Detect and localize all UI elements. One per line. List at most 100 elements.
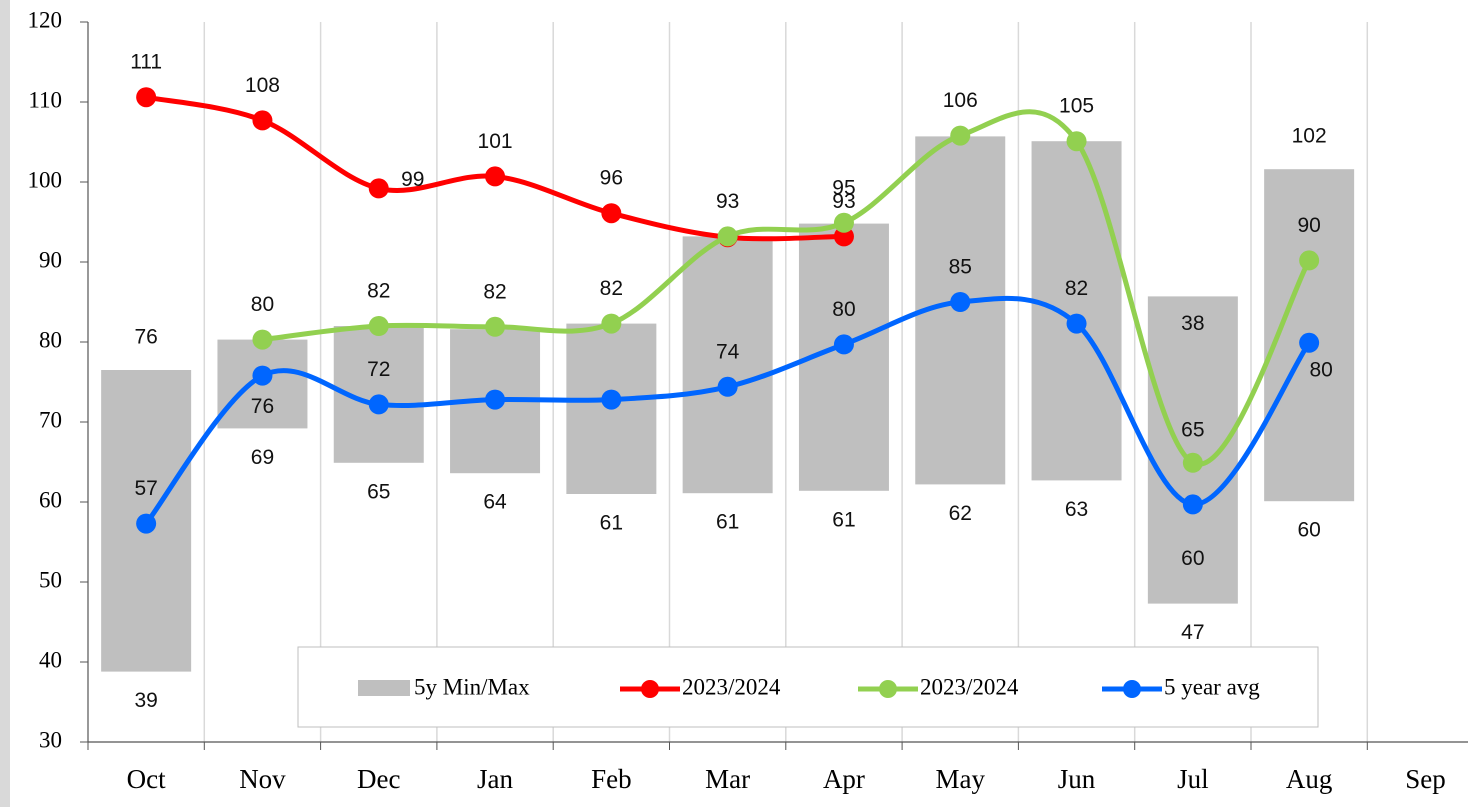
legend-marker [1123,680,1141,698]
data-label: 74 [716,340,740,363]
data-label: 82 [600,277,623,300]
data-label: 90 [1297,214,1320,237]
series-point [1299,250,1320,271]
legend-label: 5 year avg [1164,674,1260,699]
series-point [601,313,622,334]
x-tick-label: Jul [1177,764,1209,794]
x-tick-label: Jan [477,764,513,794]
series-point [1066,313,1087,334]
series-point [368,394,389,415]
y-tick-label: 100 [28,167,63,192]
range-low-label: 69 [251,446,274,469]
x-tick-label: Dec [357,764,400,794]
series-point [601,203,622,224]
series-point [950,125,971,146]
series-point [252,110,273,131]
data-label: 101 [478,130,513,153]
annotation: 38 [1181,312,1204,335]
legend-label: 5y Min/Max [414,674,530,699]
x-tick-label: May [936,764,986,794]
y-tick-label: 90 [39,247,62,272]
range-bar [682,236,773,494]
data-label: 108 [245,74,280,97]
legend-label: 2023/2024 [682,674,781,699]
range-low-label: 61 [832,508,855,531]
series-point [717,376,738,397]
data-label: 93 [832,190,855,213]
y-tick-label: 110 [28,87,62,112]
data-label: 80 [832,298,855,321]
x-tick-label: Nov [239,764,286,794]
data-label: 105 [1059,95,1094,118]
series-point [1182,494,1203,515]
series-point [1066,131,1087,152]
data-label: 60 [1181,547,1204,570]
legend-swatch [358,680,410,696]
series-point [368,316,389,336]
y-tick-label: 40 [39,647,62,672]
data-label: 85 [949,256,972,279]
data-label: 80 [1309,358,1332,381]
range-low-label: 60 [1297,519,1320,542]
data-label: 111 [130,51,162,74]
series-point [717,226,738,247]
series-point [601,389,622,410]
data-label: 57 [134,477,157,500]
series-point [368,178,389,199]
range-bar [1031,141,1122,481]
range-low-label: 61 [716,511,739,534]
data-label: 72 [367,358,390,381]
data-label: 93 [716,190,739,213]
y-tick-label: 50 [39,567,62,592]
y-tick-label: 80 [39,327,62,352]
data-label: 82 [367,280,390,303]
x-tick-label: Oct [127,764,166,794]
x-tick-label: Aug [1286,764,1333,794]
y-tick-label: 60 [39,487,62,512]
series-point [950,292,971,312]
data-label: 76 [251,395,274,418]
range-high-label: 76 [134,326,157,349]
x-tick-label: Sep [1405,764,1446,794]
y-tick-label: 30 [39,727,62,752]
x-tick-label: Mar [705,764,750,794]
range-high-label: 102 [1292,125,1327,148]
range-low-label: 62 [949,502,972,525]
series-line [144,295,1312,526]
range-low-label: 47 [1181,621,1204,644]
range-low-label: 65 [367,480,390,503]
data-label: 99 [401,168,424,191]
series-point [136,513,157,534]
data-label: 106 [943,89,978,112]
series-point [833,212,854,233]
legend-marker [879,680,897,698]
series-point [833,334,854,355]
series-point [1299,332,1320,353]
range-low-label: 63 [1065,498,1088,521]
data-label: 96 [600,167,623,190]
legend-label: 2023/2024 [920,674,1019,699]
series-point [1182,452,1203,473]
x-tick-label: Apr [823,764,865,794]
y-tick-label: 70 [39,407,62,432]
range-low-label: 64 [483,491,507,514]
series-point [252,365,273,386]
range-low-label: 61 [600,512,623,535]
data-label: 95 [832,176,855,199]
data-label: 82 [483,280,506,303]
series-point [485,166,506,187]
series-point [252,329,273,350]
x-tick-label: Feb [591,764,632,794]
data-label: 82 [1065,277,1088,300]
series-point [485,389,506,410]
x-tick-label: Jun [1058,764,1096,794]
series-point [485,316,506,337]
left-border [0,0,10,807]
data-label: 65 [1181,418,1204,441]
legend-marker [641,680,659,698]
data-label: 80 [251,293,274,316]
y-tick-label: 120 [28,7,63,32]
series-point [136,87,157,108]
range-low-label: 39 [134,689,157,712]
